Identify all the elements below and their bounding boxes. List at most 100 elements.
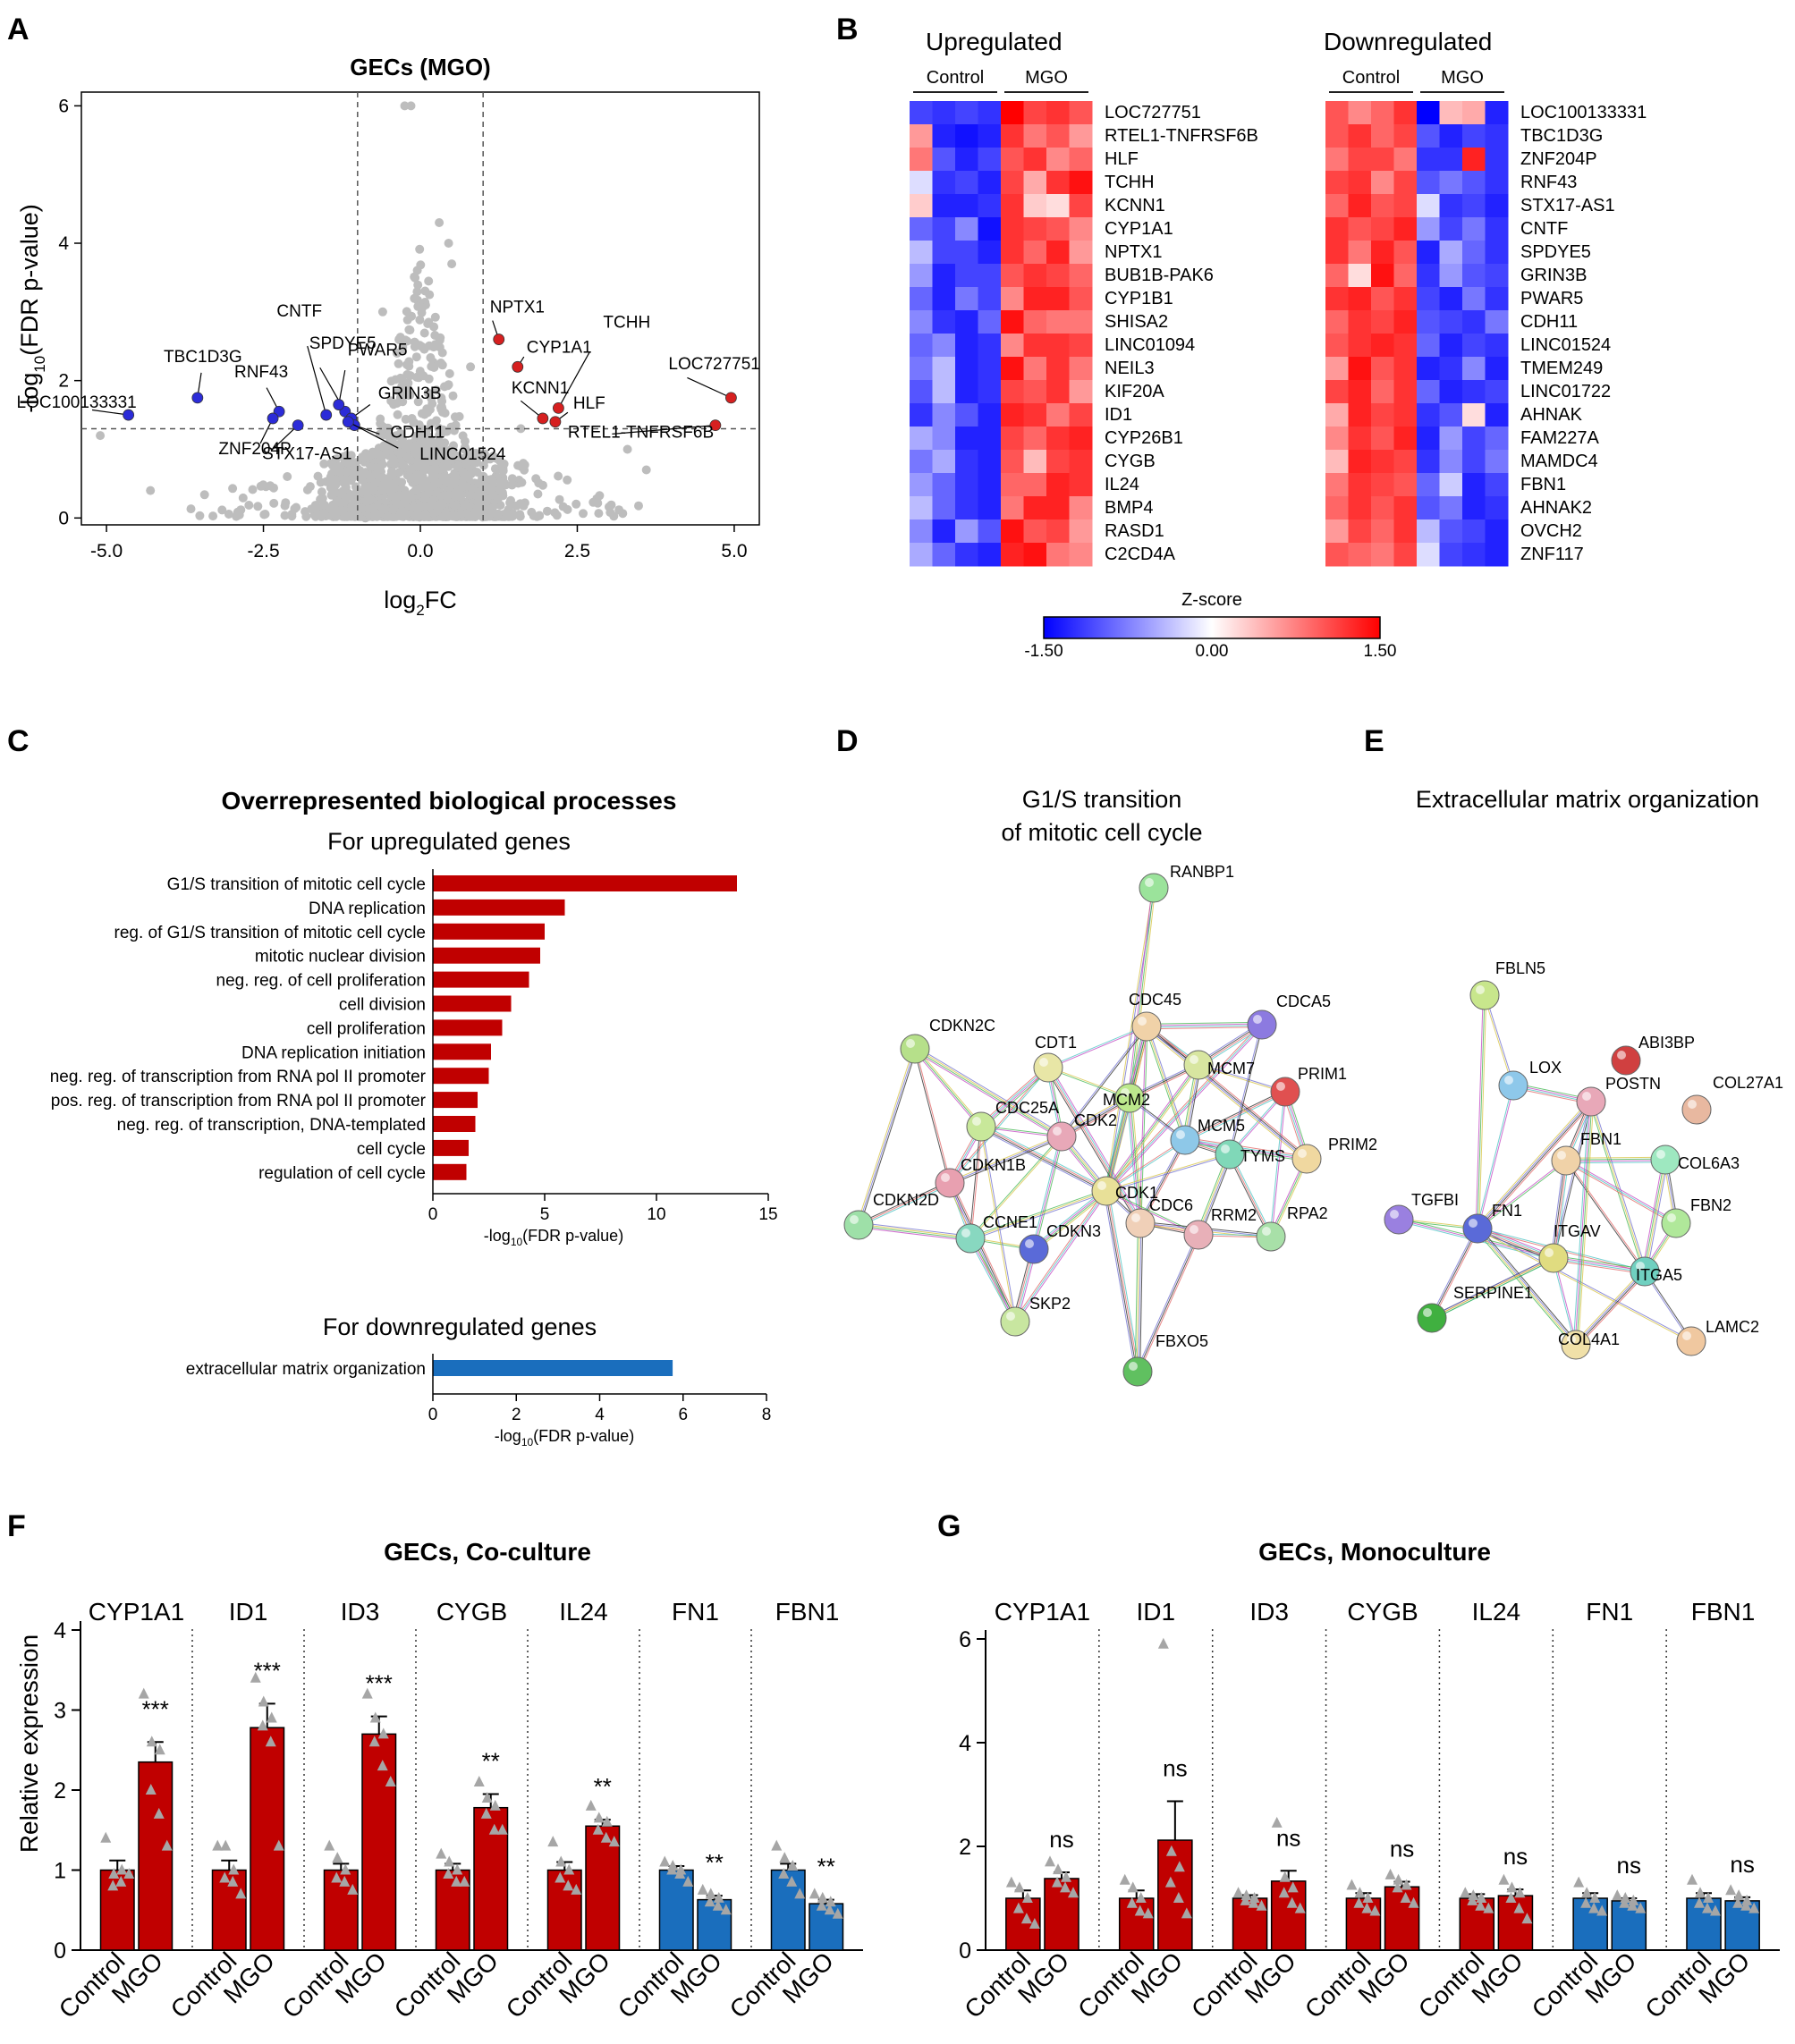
network-e-edge bbox=[1477, 1229, 1691, 1343]
go-x-tick-label: 5 bbox=[540, 1205, 550, 1224]
background-point bbox=[253, 502, 263, 511]
go-category-label: reg. of G1/S transition of mitotic cell … bbox=[114, 924, 426, 942]
network-e-edge bbox=[1564, 1161, 1645, 1272]
heatmap-up-cell bbox=[1023, 334, 1047, 358]
heatmap-down-cell bbox=[1348, 148, 1372, 172]
background-point bbox=[503, 511, 512, 520]
network-d-edge bbox=[1229, 1153, 1272, 1237]
background-point bbox=[217, 505, 227, 515]
heatmap-down-cell bbox=[1371, 194, 1394, 218]
monocult-datapoint bbox=[1513, 1902, 1525, 1913]
network-d-node-highlight bbox=[1138, 1017, 1147, 1026]
zscore-tick-min: -1.50 bbox=[1024, 642, 1063, 661]
heatmap-up-cell bbox=[955, 194, 978, 218]
network-d-node bbox=[1046, 1121, 1077, 1152]
heatmap-up-cell bbox=[932, 543, 956, 567]
heatmap-down-cell bbox=[1371, 543, 1394, 567]
cocult-datapoint bbox=[258, 1695, 269, 1707]
monocult-datapoint bbox=[1067, 1887, 1079, 1898]
network-e-edge bbox=[1552, 1160, 1566, 1258]
heatmap-up-cell bbox=[1069, 450, 1093, 474]
up-gene-point bbox=[549, 416, 562, 428]
monocult-y-tick-label: 6 bbox=[959, 1627, 971, 1652]
network-d-node-label: RANBP1 bbox=[1170, 863, 1234, 881]
monocult-significance: ns bbox=[1390, 1835, 1414, 1862]
heatmap-up-cell bbox=[955, 171, 978, 195]
background-point bbox=[266, 481, 275, 491]
heatmap-down-cell bbox=[1462, 194, 1486, 218]
go-bar bbox=[433, 1116, 476, 1132]
background-point bbox=[535, 511, 545, 520]
network-e-edge bbox=[1477, 1161, 1567, 1230]
heatmap-up-cell bbox=[1001, 543, 1024, 567]
network-e: FBLN5 ABI3BP LOX POSTN COL27A1 FBN1 COL6A3 TGFB… bbox=[1384, 959, 1783, 1360]
heatmap-up-cell bbox=[1023, 496, 1047, 520]
cocult-datapoint bbox=[697, 1883, 708, 1895]
heatmap-up-cell bbox=[910, 148, 933, 172]
zscore-tick-max: 1.50 bbox=[1364, 642, 1397, 661]
network-e-node-label: POSTN bbox=[1605, 1075, 1661, 1093]
background-point bbox=[415, 244, 425, 254]
go-bar bbox=[433, 1043, 491, 1060]
heatmap-up-cell bbox=[1069, 101, 1093, 125]
heatmap-up-cell bbox=[1001, 171, 1024, 195]
y-tick-label: 6 bbox=[58, 96, 69, 116]
network-d-node bbox=[1000, 1306, 1030, 1337]
x-tick-label: -2.5 bbox=[247, 541, 279, 562]
network-d-edge bbox=[1271, 1092, 1287, 1237]
heatmap-down-cell bbox=[1325, 427, 1349, 451]
background-point bbox=[429, 509, 439, 518]
cocult-datapoint bbox=[361, 1687, 373, 1699]
monocult-datapoint bbox=[1400, 1892, 1411, 1903]
cocult-datapoint bbox=[228, 1863, 240, 1875]
background-point bbox=[332, 496, 342, 506]
heatmap-down-cell bbox=[1462, 403, 1486, 427]
monocult-gene-label: FBN1 bbox=[1691, 1598, 1756, 1626]
heatmap-up-cell bbox=[1001, 264, 1024, 288]
network-e-node-highlight bbox=[1504, 1076, 1513, 1085]
heatmap-up-gene-label: CYP1A1 bbox=[1105, 219, 1173, 239]
background-point bbox=[146, 486, 156, 495]
network-d-edge bbox=[1016, 1191, 1108, 1323]
heatmap-up-cell bbox=[1023, 380, 1047, 404]
background-point bbox=[390, 483, 400, 493]
heatmap-up-cell bbox=[1069, 264, 1093, 288]
network-d-edge bbox=[1146, 1026, 1307, 1161]
cocult-datapoint bbox=[832, 1907, 843, 1919]
network-e-edge bbox=[1476, 1085, 1513, 1229]
monocult-bars: 0246CYP1A1ControlMGOnsID1ControlMGOnsID3… bbox=[959, 1598, 1780, 2023]
heatmap-up-cell bbox=[1046, 171, 1070, 195]
up-gene-point bbox=[553, 401, 564, 414]
volcano-ylabel: -log10(FDR p-value) bbox=[16, 204, 48, 412]
network-e-node-highlight bbox=[1582, 1092, 1591, 1101]
network-d-edge bbox=[1108, 1190, 1141, 1372]
cocult-significance: *** bbox=[254, 1657, 281, 1684]
heatmap-down-cell bbox=[1348, 264, 1372, 288]
cocult-significance: ** bbox=[594, 1773, 612, 1800]
heatmap-down-cell bbox=[1417, 124, 1440, 148]
heatmap-up-gene-label: NEIL3 bbox=[1105, 359, 1155, 378]
heatmap-up-cell bbox=[1046, 241, 1070, 265]
heatmap-down-cell bbox=[1439, 124, 1463, 148]
cocult-datapoint bbox=[250, 1671, 261, 1683]
heatmap-down-cell bbox=[1485, 334, 1509, 358]
background-point bbox=[378, 430, 388, 440]
monocult-datapoint bbox=[1126, 1896, 1138, 1908]
heatmap-up-cell bbox=[1023, 403, 1047, 427]
background-point bbox=[435, 218, 445, 227]
background-point bbox=[397, 477, 407, 487]
monocult-datapoint bbox=[1467, 1894, 1478, 1905]
background-point bbox=[376, 414, 385, 424]
heatmap-down-title: Downregulated bbox=[1324, 28, 1492, 55]
network-e-edge bbox=[1477, 1085, 1515, 1229]
network-e-edge bbox=[1477, 1102, 1593, 1229]
background-point bbox=[318, 509, 327, 519]
background-point bbox=[389, 503, 399, 513]
monocult-datapoint bbox=[1725, 1884, 1737, 1896]
down-gene-leader-line bbox=[307, 345, 327, 416]
heatmap-down-gene-label: MAMDC4 bbox=[1520, 452, 1598, 471]
cocult-datapoint bbox=[824, 1904, 835, 1915]
monocult-datapoint bbox=[1164, 1876, 1176, 1888]
background-point bbox=[377, 460, 387, 469]
network-d-edge bbox=[1269, 1091, 1285, 1237]
